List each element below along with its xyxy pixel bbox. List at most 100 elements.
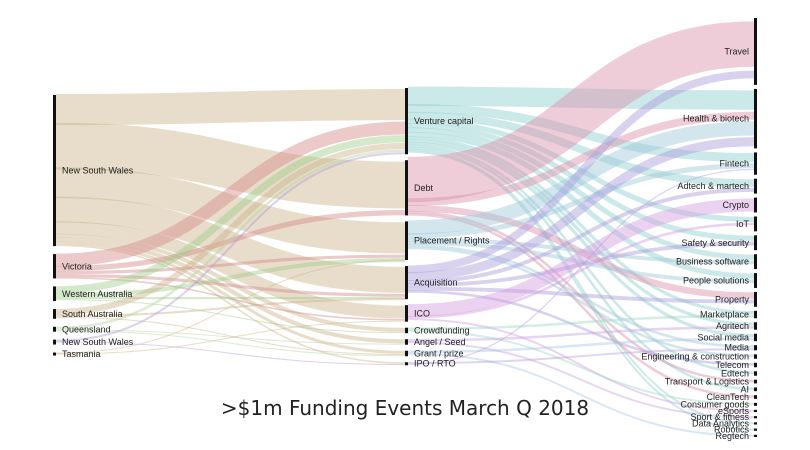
flow-state-to-funding [55, 196, 406, 293]
flow-funding-to-sector [407, 141, 755, 338]
node-label-funding_type: Debt [414, 183, 434, 193]
node-bar-state [53, 339, 56, 345]
node-bar-state [53, 309, 56, 319]
flow-funding-to-sector [407, 121, 755, 235]
node-bar-state [53, 286, 56, 302]
flow-funding-to-sector [407, 326, 755, 342]
node-bar-sector [754, 428, 757, 431]
node-bar-sector [754, 235, 757, 251]
node-label-funding_type: ICO [414, 308, 430, 318]
node-label-sector: Transport & Logistics [665, 377, 750, 387]
flow-state-to-funding [55, 135, 406, 294]
flow-funding-to-sector [407, 241, 755, 288]
node-bar-sector [754, 387, 757, 392]
node-label-funding_type: Acquisition [414, 278, 458, 288]
node-label-sector: Regtech [715, 431, 749, 441]
node-label-sector: Sport & fitness [690, 412, 749, 422]
flow-funding-to-sector [407, 329, 755, 405]
flow-funding-to-sector [407, 163, 755, 239]
node-bar-funding_type [405, 350, 408, 357]
node-bar-sector [754, 197, 757, 213]
flow-links [55, 21, 755, 437]
node-label-sector: Marketplace [700, 310, 749, 320]
flow-funding-to-sector [407, 86, 755, 110]
flow-state-to-funding [55, 167, 406, 254]
flow-funding-to-sector [407, 137, 755, 282]
node-label-sector: People solutions [683, 276, 750, 286]
flow-state-to-funding [55, 341, 406, 365]
node-label-sector: Adtech & martech [677, 181, 749, 191]
node-bar-funding_type [405, 160, 408, 216]
flow-funding-to-sector [407, 314, 755, 331]
node-label-sector: Engineering & construction [641, 352, 749, 362]
flow-funding-to-sector [407, 246, 755, 358]
flow-state-to-funding [55, 142, 406, 316]
flow-state-to-funding [55, 122, 406, 209]
flow-funding-to-sector [407, 150, 755, 431]
flow-state-to-funding [55, 298, 406, 317]
flow-state-to-funding [55, 259, 406, 354]
node-bar-sector [754, 18, 757, 85]
node-label-state: Queensland [62, 324, 111, 334]
flow-state-to-funding [55, 152, 406, 342]
node-bar-sector [754, 354, 757, 359]
node-bar-sector [754, 345, 757, 351]
flow-state-to-funding [55, 329, 406, 345]
node-bar-sector [754, 395, 757, 399]
flow-state-to-funding [55, 257, 406, 298]
node-label-state: Western Australia [62, 289, 132, 299]
node-bar-sector [754, 333, 757, 342]
node-bar-state [53, 352, 56, 356]
node-bar-sector [754, 402, 757, 406]
node-bar-funding_type [405, 362, 408, 366]
node-bar-sector [754, 216, 757, 232]
flow-state-to-funding [55, 254, 406, 275]
flow-funding-to-sector [407, 237, 755, 265]
flow-funding-to-sector [407, 118, 755, 223]
flow-funding-to-sector [407, 286, 755, 304]
flow-funding-to-sector [407, 146, 755, 391]
node-label-sector: Agritech [716, 321, 749, 331]
node-label-state: New South Wales [62, 337, 134, 347]
flow-funding-to-sector [407, 318, 755, 412]
chart-title: >$1m Funding Events March Q 2018 [220, 396, 590, 420]
flow-state-to-funding [55, 237, 406, 344]
flow-state-to-funding [55, 233, 406, 332]
flow-state-to-funding [55, 276, 406, 321]
node-bar-funding_type [405, 305, 408, 322]
flow-state-to-funding [55, 149, 406, 330]
node-bar-sector [754, 273, 757, 288]
flow-funding-to-sector [407, 290, 755, 366]
node-bar-sector [754, 254, 757, 270]
node-bar-state [53, 326, 56, 332]
node-label-sector: Property [715, 294, 750, 304]
node-bar-funding_type [405, 327, 408, 334]
flow-funding-to-sector [407, 222, 755, 319]
node-label-sector: Robotics [714, 425, 750, 435]
node-label-sector: Travel [724, 46, 749, 56]
node-bar-sector [754, 178, 757, 194]
flow-funding-to-sector [407, 212, 755, 398]
flow-funding-to-sector [407, 187, 755, 284]
node-label-state: Tasmania [62, 349, 101, 359]
node-label-state: Victoria [62, 261, 92, 271]
flow-funding-to-sector [407, 139, 755, 326]
node-label-sector: Telecom [715, 360, 749, 370]
flow-state-to-funding [55, 330, 406, 357]
node-bar-sector [754, 422, 757, 425]
node-label-sector: Fintech [719, 159, 749, 169]
flow-funding-to-sector [407, 103, 755, 163]
flow-funding-to-sector [407, 198, 755, 318]
node-labels: New South Wales Victoria Western Australia… [62, 46, 750, 440]
node-bar-funding_type [405, 339, 408, 345]
flow-funding-to-sector [407, 21, 755, 203]
node-bar-funding_type [405, 266, 408, 300]
node-bar-funding_type [405, 221, 408, 261]
flow-funding-to-sector [407, 352, 755, 437]
flow-funding-to-sector [407, 144, 755, 375]
node-label-funding_type: Angel / Seed [414, 337, 466, 347]
flow-funding-to-sector [407, 149, 755, 425]
flow-funding-to-sector [407, 210, 755, 383]
flow-state-to-funding [55, 121, 406, 267]
